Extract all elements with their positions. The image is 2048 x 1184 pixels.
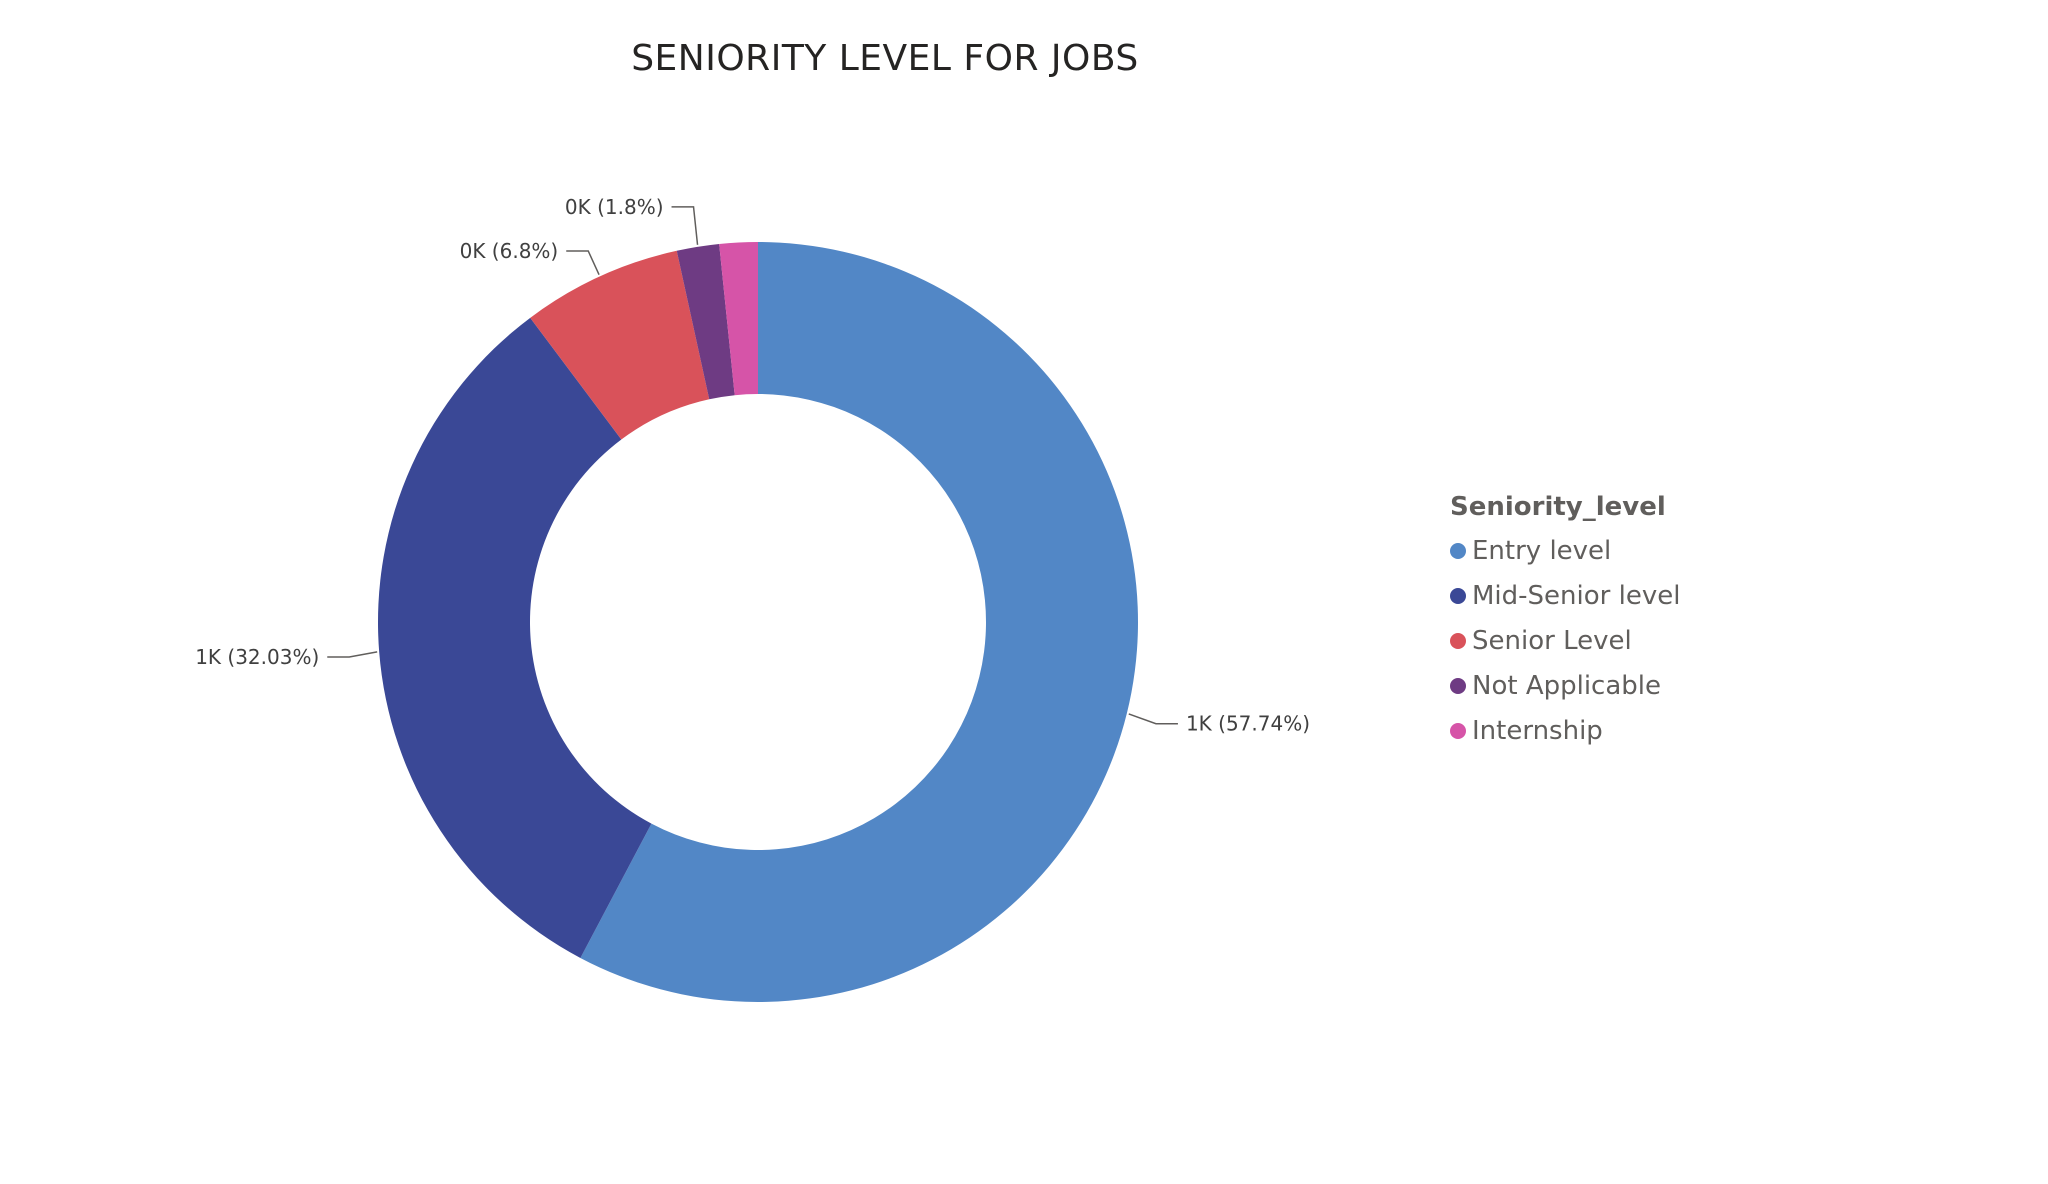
slice-not-applicable[interactable] (676, 243, 735, 400)
legend-title: Seniority_level (1450, 492, 1666, 522)
legend-item-internship[interactable]: Internship (1450, 708, 1680, 753)
legend-marker-icon (1450, 677, 1466, 694)
legend-items: Entry level Mid-Senior level Senior Level N… (1450, 528, 1680, 753)
legend-item-not-applicable[interactable]: Not Applicable (1450, 663, 1680, 708)
legend-label: Internship (1472, 715, 1603, 746)
legend-item-senior-level[interactable]: Senior Level (1450, 618, 1680, 663)
slice-entry-level[interactable] (580, 242, 1138, 1002)
leader-line-entry-level (1128, 713, 1178, 725)
slice-internship[interactable] (719, 242, 758, 396)
legend-item-mid-senior-level[interactable]: Mid-Senior level (1450, 573, 1680, 618)
slice-senior-level[interactable] (530, 250, 710, 440)
donut-slices (377, 242, 1138, 1002)
leader-line-senior-level (566, 250, 600, 275)
data-label-not-applicable: 0K (1.8%) (565, 195, 664, 219)
legend-label: Not Applicable (1472, 670, 1662, 701)
chart-title: SENIORITY LEVEL FOR JOBS (631, 38, 1139, 79)
legend-label: Entry level (1472, 535, 1612, 566)
legend: Seniority_level Entry level Mid-Senior le… (1450, 490, 1680, 753)
data-label-senior-level: 0K (6.8%) (460, 239, 559, 263)
legend-marker-icon (1450, 632, 1466, 649)
legend-label: Mid-Senior level (1472, 580, 1681, 611)
slice-mid-senior-level[interactable] (377, 317, 652, 958)
leader-line-not-applicable (671, 206, 699, 245)
data-labels: 1K (57.74%) 1K (32.03%) 0K (6.8%)0K (1.8%) (195, 195, 1310, 736)
data-label-mid-senior-level: 1K (32.03%) (195, 645, 319, 669)
legend-marker-icon (1450, 542, 1466, 559)
leader-line-mid-senior-level (327, 651, 378, 658)
legend-item-entry-level[interactable]: Entry level (1450, 528, 1680, 573)
legend-marker-icon (1450, 587, 1466, 604)
legend-marker-icon (1450, 722, 1466, 739)
legend-label: Senior Level (1472, 625, 1632, 656)
data-label-entry-level: 1K (57.74%) (1186, 712, 1310, 736)
